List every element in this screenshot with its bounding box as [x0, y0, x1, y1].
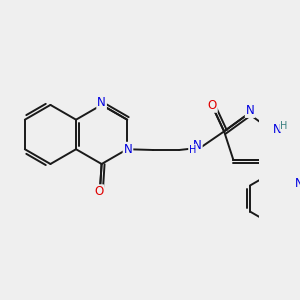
Text: N: N	[273, 123, 282, 136]
Text: N: N	[193, 139, 202, 152]
Text: O: O	[94, 185, 103, 198]
Text: N: N	[246, 104, 254, 117]
Text: H: H	[280, 121, 288, 131]
Text: N: N	[97, 96, 106, 109]
Text: H: H	[189, 145, 196, 155]
Text: O: O	[208, 99, 217, 112]
Text: N: N	[124, 143, 132, 156]
Text: N: N	[295, 178, 300, 190]
